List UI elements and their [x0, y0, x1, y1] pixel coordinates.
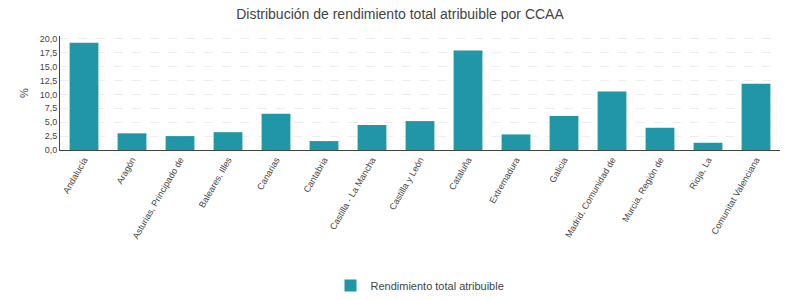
svg-text:Andalucía: Andalucía [61, 156, 90, 196]
svg-text:17,5: 17,5 [40, 48, 58, 58]
svg-text:Distribución de rendimiento to: Distribución de rendimiento total atribu… [236, 6, 564, 22]
svg-text:Aragón: Aragón [114, 156, 137, 186]
svg-text:7,5: 7,5 [45, 103, 58, 113]
svg-text:Rioja, La: Rioja, La [687, 156, 713, 192]
svg-text:Castilla y León: Castilla y León [387, 156, 425, 212]
svg-text:20,0: 20,0 [40, 34, 58, 44]
svg-text:2,5: 2,5 [45, 131, 58, 141]
svg-text:Cantabria: Cantabria [301, 156, 329, 195]
svg-text:15,0: 15,0 [40, 62, 58, 72]
svg-text:Madrid, Comunidad de: Madrid, Comunidad de [563, 156, 617, 240]
svg-text:Cataluña: Cataluña [447, 156, 474, 192]
svg-text:Galicia: Galicia [547, 156, 569, 185]
svg-text:12,5: 12,5 [40, 76, 58, 86]
svg-text:0,0: 0,0 [45, 145, 58, 155]
svg-text:Comunitat Valenciana: Comunitat Valenciana [709, 156, 761, 237]
svg-text:Asturias, Principado de: Asturias, Principado de [131, 156, 186, 241]
svg-text:%: % [18, 88, 30, 98]
svg-text:Rendimiento total atribuible: Rendimiento total atribuible [371, 280, 504, 292]
svg-text:Canarias: Canarias [255, 155, 282, 192]
svg-text:10,0: 10,0 [40, 90, 58, 100]
svg-text:Baleares, Illes: Baleares, Illes [197, 155, 234, 209]
svg-text:Castilla - La Mancha: Castilla - La Mancha [328, 156, 378, 232]
svg-text:5,0: 5,0 [45, 117, 58, 127]
svg-text:Extremadura: Extremadura [487, 156, 521, 206]
svg-text:Murcia, Región de: Murcia, Región de [620, 156, 665, 224]
